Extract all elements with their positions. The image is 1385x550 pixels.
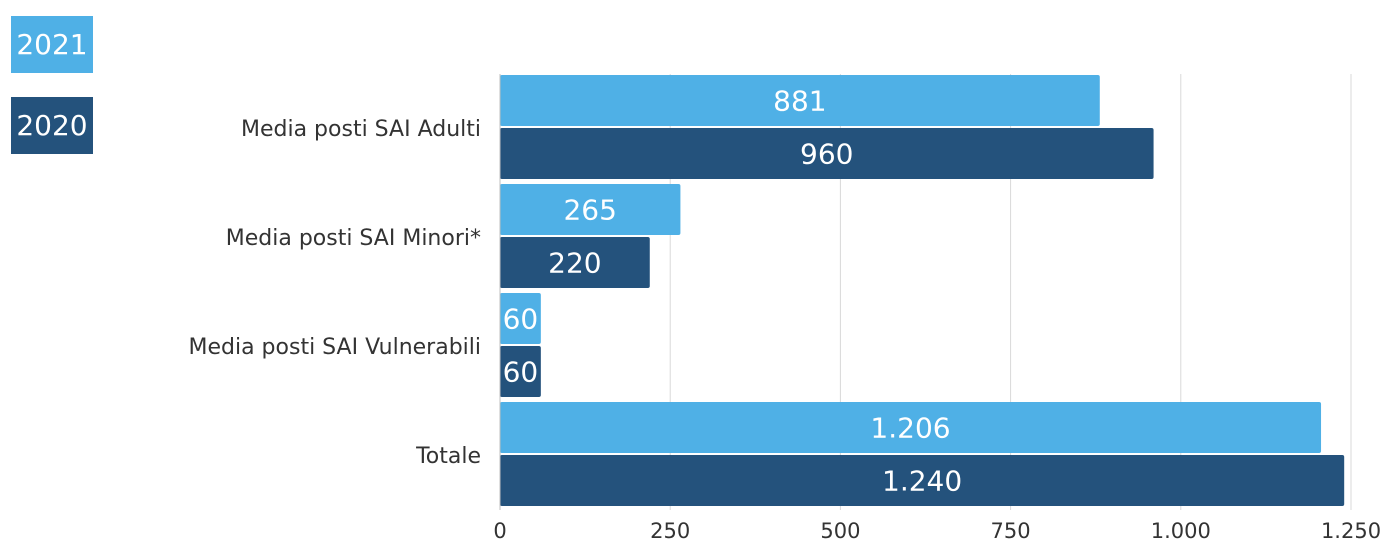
bar	[500, 75, 1100, 126]
bar	[500, 455, 1345, 506]
x-tick-label: 500	[820, 519, 860, 543]
bar	[500, 237, 650, 288]
x-tick-label: 750	[991, 519, 1031, 543]
data-label: 1.206	[870, 412, 950, 445]
category-label: Totale	[415, 444, 481, 469]
bar	[500, 293, 541, 344]
x-tick-label: 1.250	[1321, 519, 1381, 543]
data-label: 220	[548, 247, 601, 280]
x-tick-label: 1.000	[1151, 519, 1211, 543]
legend-2020: 2020	[11, 97, 93, 154]
category-label: Media posti SAI Minori*	[226, 226, 481, 251]
category-label: Media posti SAI Vulnerabili	[188, 335, 481, 360]
x-tick-label: 0	[493, 519, 506, 543]
bar	[500, 128, 1154, 179]
category-label: Media posti SAI Adulti	[241, 117, 481, 142]
bar	[500, 402, 1322, 453]
bar	[500, 346, 541, 397]
x-tick-label: 250	[650, 519, 690, 543]
data-label: 881	[773, 85, 826, 118]
bar	[500, 184, 681, 235]
data-label: 60	[503, 356, 539, 389]
data-label: 960	[800, 138, 853, 171]
legend-2021: 2021	[11, 16, 93, 73]
data-label: 1.240	[882, 465, 962, 498]
data-label: 265	[563, 194, 616, 227]
data-label: 60	[503, 303, 539, 336]
